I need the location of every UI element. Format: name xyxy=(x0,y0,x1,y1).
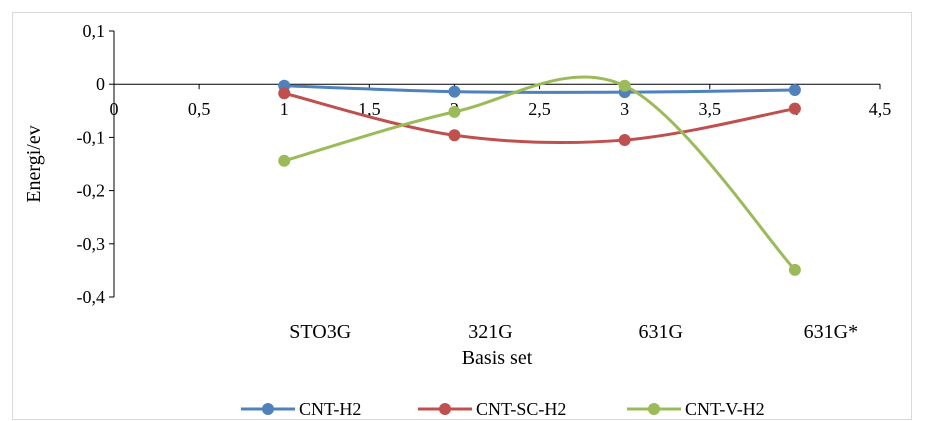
series-line-cnt-sc-h2 xyxy=(283,91,796,145)
y-tick-label: 0 xyxy=(96,74,105,94)
legend-item-cnt-h2: CNT-H2 xyxy=(241,399,361,419)
legend-marker xyxy=(262,403,274,415)
series-line-cnt-v-h2 xyxy=(283,75,796,271)
series-cnt-sc-h2 xyxy=(278,87,801,147)
data-point-cnt-v-h2 xyxy=(278,154,291,167)
data-point-cnt-v-h2 xyxy=(448,105,461,118)
y-tick-label: -0,1 xyxy=(77,127,106,147)
y-tick-label: 0,1 xyxy=(83,21,106,41)
series-line-cnt-h2 xyxy=(284,84,795,94)
x-tick-label: 3 xyxy=(620,99,629,119)
y-tick-label: -0,4 xyxy=(77,287,106,307)
data-point-cnt-v-h2 xyxy=(788,263,801,276)
x-tick-label: 3,5 xyxy=(699,99,722,119)
legend-marker xyxy=(439,403,451,415)
x-tick-label: 0 xyxy=(110,99,119,119)
legend: CNT-H2 CNT-SC-H2 CNT-V-H2 xyxy=(241,399,765,419)
x-axis-title: Basis set xyxy=(462,347,533,369)
y-tick-label: -0,3 xyxy=(77,234,106,254)
y-tick-label: -0,2 xyxy=(77,181,106,201)
category-label: 321G xyxy=(468,321,512,343)
data-point-cnt-h2 xyxy=(788,84,801,97)
y-axis-title: Energi/ev xyxy=(23,125,45,202)
series xyxy=(278,75,801,276)
axis-labels: Basis set Energi/ev xyxy=(23,125,533,369)
data-point-cnt-sc-h2 xyxy=(618,134,631,147)
axes xyxy=(109,30,881,298)
x-tick-label: 1 xyxy=(280,99,289,119)
series-cnt-v-h2 xyxy=(278,75,801,276)
data-point-cnt-sc-h2 xyxy=(448,129,461,142)
legend-item-cnt-sc-h2: CNT-SC-H2 xyxy=(418,399,566,419)
x-tick-label: 2,5 xyxy=(528,99,551,119)
data-point-cnt-v-h2 xyxy=(618,79,631,92)
chart-frame xyxy=(12,12,912,420)
x-tick-label: 0,5 xyxy=(188,99,211,119)
legend-label: CNT-SC-H2 xyxy=(476,399,566,419)
tick-labels: 0,10-0,1-0,2-0,3-0,400,511,522,533,544,5… xyxy=(77,21,892,343)
legend-label: CNT-V-H2 xyxy=(685,399,765,419)
data-point-cnt-sc-h2 xyxy=(788,102,801,115)
data-point-cnt-sc-h2 xyxy=(278,87,291,100)
category-label: STO3G xyxy=(289,321,351,343)
x-tick-label: 4,5 xyxy=(869,99,892,119)
category-label: 631G* xyxy=(804,321,858,343)
legend-marker xyxy=(648,403,660,415)
category-label: 631G xyxy=(638,321,682,343)
data-point-cnt-h2 xyxy=(448,85,461,98)
legend-item-cnt-v-h2: CNT-V-H2 xyxy=(627,399,765,419)
legend-label: CNT-H2 xyxy=(299,399,361,419)
